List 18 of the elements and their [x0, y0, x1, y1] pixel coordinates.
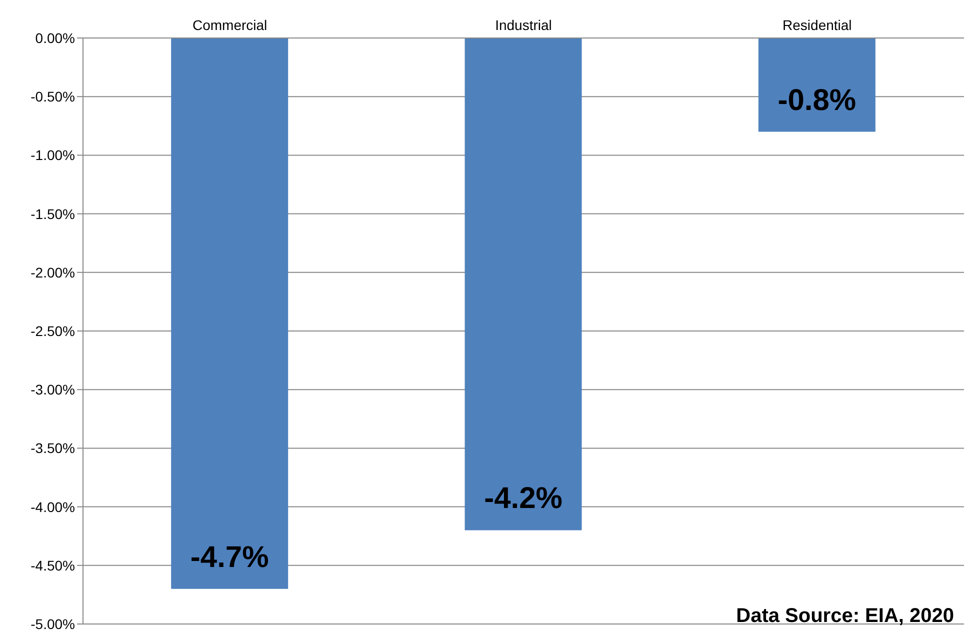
x-tick-label: Industrial — [495, 17, 552, 33]
y-tick-label: -1.00% — [30, 147, 75, 164]
y-tick-label: -3.00% — [30, 382, 75, 398]
y-tick-label: -3.50% — [30, 440, 75, 456]
data-label: -4.2% — [484, 482, 562, 516]
y-tick-label: -0.50% — [30, 88, 75, 105]
y-tick-label: -1.50% — [30, 206, 75, 222]
x-tick-label: Residential — [782, 17, 852, 33]
y-tick-label: 0.00% — [35, 30, 75, 46]
y-tick-label: -4.50% — [30, 557, 75, 574]
y-tick-label: -4.00% — [30, 498, 75, 515]
data-label: -0.8% — [778, 84, 856, 117]
x-tick-label: Commercial — [192, 17, 268, 33]
data-label: -4.7% — [190, 540, 269, 574]
y-tick-label: -2.00% — [30, 264, 75, 280]
y-tick-label: -5.00% — [30, 616, 75, 632]
y-tick-label: -2.50% — [30, 322, 75, 339]
annotation: Data Source: EIA, 2020 — [736, 605, 954, 628]
